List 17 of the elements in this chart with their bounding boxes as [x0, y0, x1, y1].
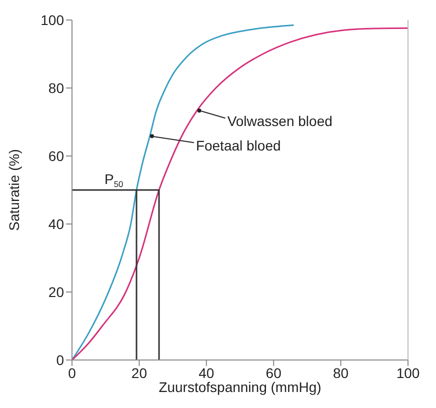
x-tick-label: 0 [68, 364, 76, 381]
y-tick-label: 80 [48, 80, 64, 96]
annotation: P$_{50}$ [104, 170, 124, 190]
y-tick-label: 40 [48, 216, 64, 232]
x-axis-title: Zuurstofspanning (mmHg) [158, 379, 322, 395]
y-tick-label: 100 [40, 12, 64, 28]
y-tick-label: 20 [48, 284, 64, 300]
x-tick-label: 40 [198, 364, 214, 381]
x-tick-label: 100 [396, 364, 420, 381]
y-tick-label: 60 [48, 148, 64, 164]
x-tick-label: 20 [131, 364, 148, 381]
annotation: Volwassen bloed [227, 112, 332, 129]
annotation: Foetaal bloed [196, 137, 281, 154]
x-tick-label: 80 [333, 364, 349, 381]
y-tick-label: 0 [56, 352, 64, 368]
x-tick-label: 60 [266, 364, 282, 381]
y-axis-title: Saturatie (%) [6, 149, 22, 231]
